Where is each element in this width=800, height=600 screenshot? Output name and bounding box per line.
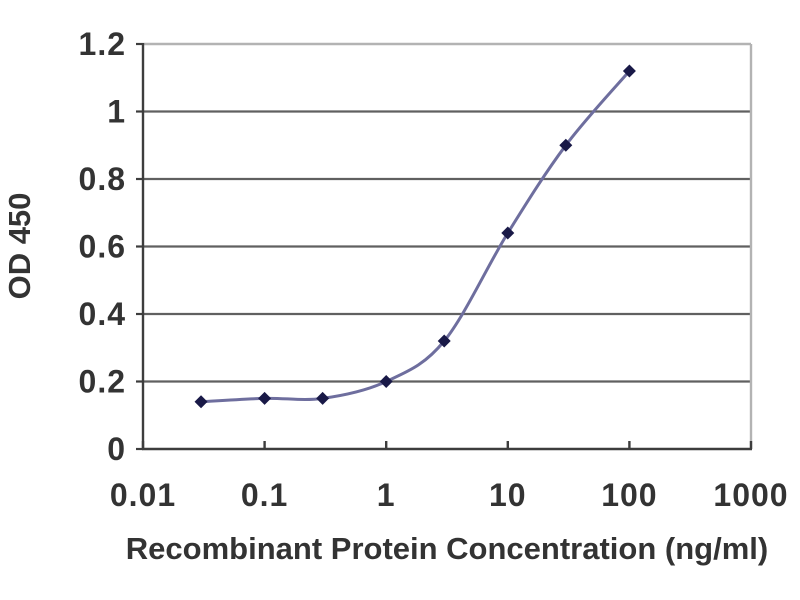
x-axis-title: Recombinant Protein Concentration (ng/ml… bbox=[126, 531, 768, 566]
data-point-marker bbox=[501, 226, 515, 240]
gridlines bbox=[143, 110, 751, 383]
data-point-marker bbox=[258, 391, 272, 405]
y-tick-label: 0 bbox=[107, 431, 126, 467]
y-tick-label: 0.6 bbox=[79, 229, 126, 265]
data-point-marker bbox=[559, 138, 573, 152]
data-point-marker bbox=[437, 334, 451, 348]
data-point-marker bbox=[622, 64, 636, 78]
data-point-marker bbox=[379, 375, 393, 388]
y-tick-label: 0.2 bbox=[79, 364, 126, 400]
series-line bbox=[199, 69, 631, 404]
y-axis-title: OD 450 bbox=[2, 193, 37, 300]
data-series bbox=[194, 64, 636, 409]
x-tick-label: 100 bbox=[601, 477, 657, 513]
x-tick-label: 0.1 bbox=[241, 477, 288, 513]
y-tick-label: 1 bbox=[107, 94, 126, 130]
data-point-marker bbox=[316, 391, 330, 405]
y-tick-label: 1.2 bbox=[79, 26, 126, 62]
tick-marks bbox=[136, 42, 753, 451]
x-tick-label: 0.01 bbox=[110, 477, 176, 513]
x-tick-label: 1 bbox=[377, 477, 396, 513]
tick-labels: 0 0.2 0.4 0.6 0.8 1 1.2 0.01 0.1 1 10 100 1000 bbox=[79, 26, 788, 513]
y-tick-label: 0.4 bbox=[79, 296, 126, 332]
data-point-marker bbox=[194, 395, 208, 409]
y-tick-label: 0.8 bbox=[79, 161, 126, 197]
plot-border bbox=[143, 42, 753, 449]
x-tick-label: 10 bbox=[489, 477, 527, 513]
x-tick-label: 1000 bbox=[713, 477, 788, 513]
